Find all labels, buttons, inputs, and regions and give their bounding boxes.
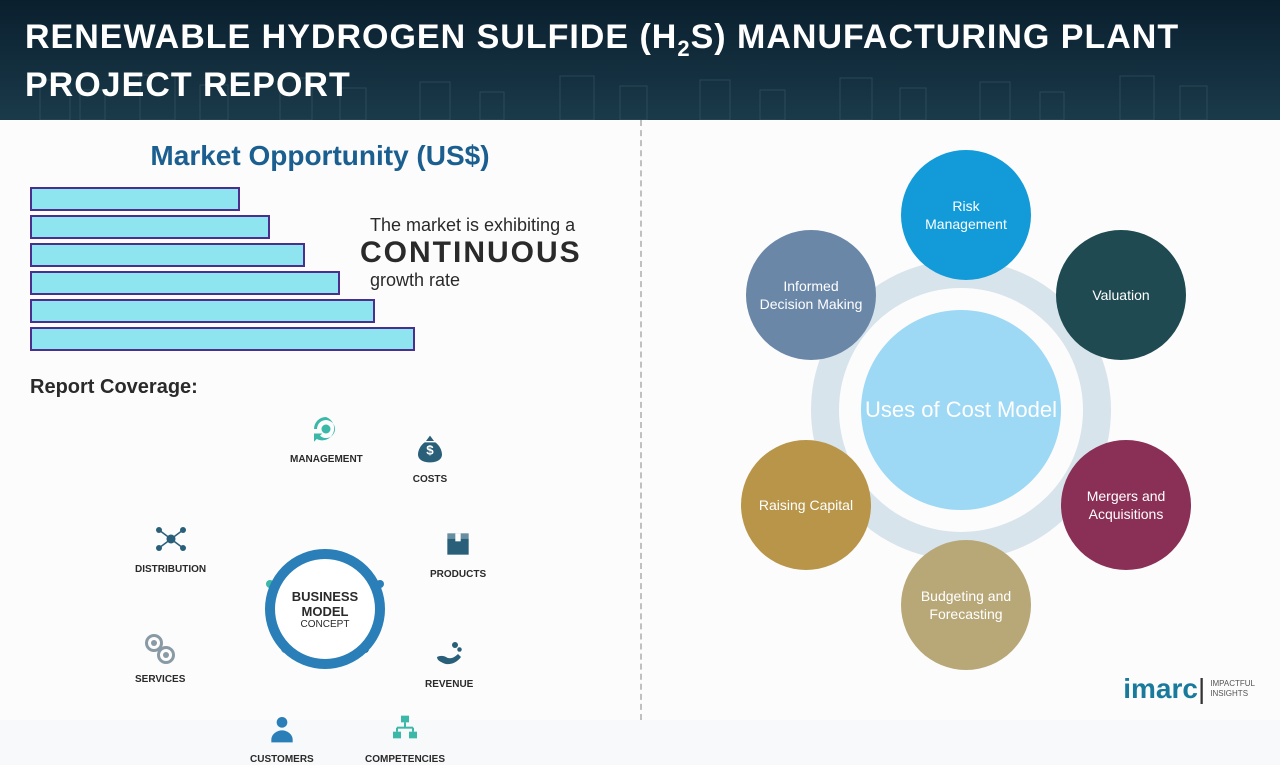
cost-model-diagram: Uses of Cost Model Risk ManagementInform… xyxy=(691,140,1231,680)
left-panel: Market Opportunity (US$) The market is e… xyxy=(0,120,640,720)
biz-item-services: SERVICES xyxy=(135,629,185,685)
biz-center-label: BUSINESS MODEL xyxy=(275,589,375,619)
hand-icon xyxy=(429,634,469,674)
title-subscript: 2 xyxy=(677,36,690,61)
logo: imarc | IMPACTFUL INSIGHTS xyxy=(1123,673,1255,705)
bar-row xyxy=(30,187,610,211)
cost-node-mergers-and-acquisitions: Mergers and Acquisitions xyxy=(1061,440,1191,570)
biz-item-revenue: REVENUE xyxy=(425,634,473,690)
content: Market Opportunity (US$) The market is e… xyxy=(0,120,1280,720)
right-panel: Uses of Cost Model Risk ManagementInform… xyxy=(640,120,1280,720)
svg-text:$: $ xyxy=(426,442,434,457)
biz-item-label: SERVICES xyxy=(135,674,185,685)
biz-item-label: COMPETENCIES xyxy=(365,754,445,765)
network-icon xyxy=(151,519,191,559)
moneybag-icon: $ xyxy=(410,429,450,469)
bar xyxy=(30,243,305,267)
biz-item-competencies: COMPETENCIES xyxy=(365,709,445,765)
cost-node-raising-capital: Raising Capital xyxy=(741,440,871,570)
business-model-center: BUSINESS MODEL CONCEPT xyxy=(265,549,385,669)
title-part2: PROJECT REPORT xyxy=(25,66,351,104)
bar-row xyxy=(30,327,610,351)
bar-row xyxy=(30,299,610,323)
report-coverage-title: Report Coverage: xyxy=(30,376,610,399)
market-text-line2: growth rate xyxy=(370,270,620,291)
bar xyxy=(30,299,375,323)
bar xyxy=(30,271,340,295)
cost-node-valuation: Valuation xyxy=(1056,230,1186,360)
market-text-line1: The market is exhibiting a xyxy=(370,215,620,236)
cost-node-informed-decision-making: Informed Decision Making xyxy=(746,230,876,360)
box-icon xyxy=(438,524,478,564)
org-icon xyxy=(385,709,425,749)
biz-item-label: REVENUE xyxy=(425,679,473,690)
bar xyxy=(30,327,415,351)
refresh-icon xyxy=(306,409,346,449)
page-title: RENEWABLE HYDROGEN SULFIDE (H2S) MANUFAC… xyxy=(25,15,1255,108)
market-text-block: The market is exhibiting a CONTINUOUS gr… xyxy=(360,215,620,291)
title-part1: RENEWABLE HYDROGEN SULFIDE (H xyxy=(25,18,677,56)
biz-item-distribution: DISTRIBUTION xyxy=(135,519,206,575)
biz-item-label: CUSTOMERS xyxy=(250,754,314,765)
biz-item-label: COSTS xyxy=(410,474,450,485)
person-icon xyxy=(262,709,302,749)
biz-item-products: PRODUCTS xyxy=(430,524,486,580)
header: RENEWABLE HYDROGEN SULFIDE (H2S) MANUFAC… xyxy=(0,0,1280,120)
logo-tag2: INSIGHTS xyxy=(1210,689,1255,699)
logo-brand: imarc xyxy=(1123,673,1198,705)
cost-model-center: Uses of Cost Model xyxy=(861,310,1061,510)
cost-node-budgeting-and-forecasting: Budgeting and Forecasting xyxy=(901,540,1031,670)
market-opportunity-title: Market Opportunity (US$) xyxy=(30,140,610,172)
biz-center-sub: CONCEPT xyxy=(301,619,350,630)
biz-item-label: DISTRIBUTION xyxy=(135,564,206,575)
cost-node-risk-management: Risk Management xyxy=(901,150,1031,280)
gears-icon xyxy=(140,629,180,669)
market-text-big: CONTINUOUS xyxy=(360,236,620,270)
biz-item-label: PRODUCTS xyxy=(430,569,486,580)
biz-item-management: MANAGEMENT xyxy=(290,409,363,465)
biz-item-costs: $ COSTS xyxy=(410,429,450,485)
logo-tagline: IMPACTFUL INSIGHTS xyxy=(1210,679,1255,698)
bar xyxy=(30,187,240,211)
bar xyxy=(30,215,270,239)
biz-item-customers: CUSTOMERS xyxy=(250,709,314,765)
biz-item-label: MANAGEMENT xyxy=(290,454,363,465)
business-model-diagram: BUSINESS MODEL CONCEPT MANAGEMENT $ COSTS D… xyxy=(120,409,520,749)
report-coverage: Report Coverage: BUSINESS MODEL CONCEPT … xyxy=(30,376,610,749)
logo-tag1: IMPACTFUL xyxy=(1210,679,1255,689)
title-part1b: S) MANUFACTURING PLANT xyxy=(691,18,1180,56)
